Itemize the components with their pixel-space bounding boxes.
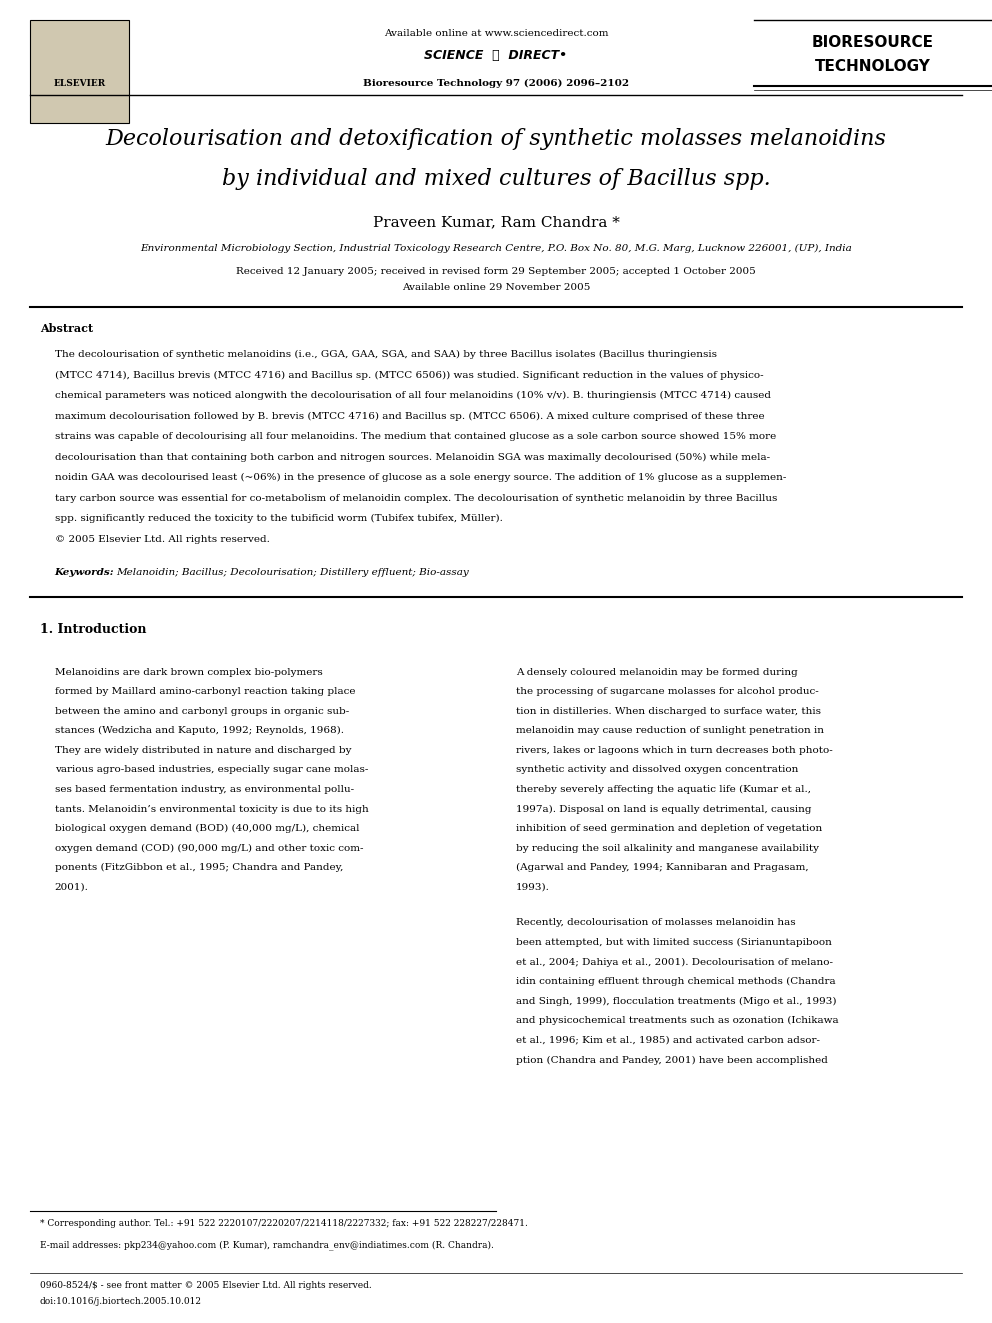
- Text: TECHNOLOGY: TECHNOLOGY: [815, 58, 930, 74]
- Text: doi:10.1016/j.biortech.2005.10.012: doi:10.1016/j.biortech.2005.10.012: [40, 1298, 201, 1306]
- Text: by individual and mixed cultures of Bacillus spp.: by individual and mixed cultures of Baci…: [221, 168, 771, 189]
- Text: noidin GAA was decolourised least (~06%) in the presence of glucose as a sole en: noidin GAA was decolourised least (~06%)…: [55, 474, 786, 482]
- Text: ELSEVIER: ELSEVIER: [54, 79, 105, 87]
- Text: The decolourisation of synthetic melanoidins (i.e., GGA, GAA, SGA, and SAA) by t: The decolourisation of synthetic melanoi…: [55, 351, 716, 359]
- Text: ponents (FitzGibbon et al., 1995; Chandra and Pandey,: ponents (FitzGibbon et al., 1995; Chandr…: [55, 864, 343, 872]
- Text: oxygen demand (COD) (90,000 mg/L) and other toxic com-: oxygen demand (COD) (90,000 mg/L) and ot…: [55, 844, 363, 853]
- Text: © 2005 Elsevier Ltd. All rights reserved.: © 2005 Elsevier Ltd. All rights reserved…: [55, 534, 270, 544]
- Text: 1993).: 1993).: [516, 882, 550, 892]
- Text: ption (Chandra and Pandey, 2001) have been accomplished: ption (Chandra and Pandey, 2001) have be…: [516, 1056, 827, 1065]
- Text: and physicochemical treatments such as ozonation (Ichikawa: and physicochemical treatments such as o…: [516, 1016, 838, 1025]
- Text: been attempted, but with limited success (Sirianuntapiboon: been attempted, but with limited success…: [516, 938, 831, 947]
- Text: between the amino and carbonyl groups in organic sub-: between the amino and carbonyl groups in…: [55, 706, 349, 716]
- Text: stances (Wedzicha and Kaputo, 1992; Reynolds, 1968).: stances (Wedzicha and Kaputo, 1992; Reyn…: [55, 726, 343, 736]
- Text: (MTCC 4714), Bacillus brevis (MTCC 4716) and Bacillus sp. (MTCC 6506)) was studi: (MTCC 4714), Bacillus brevis (MTCC 4716)…: [55, 370, 763, 380]
- Text: (Agarwal and Pandey, 1994; Kannibaran and Pragasam,: (Agarwal and Pandey, 1994; Kannibaran an…: [516, 864, 808, 872]
- Text: They are widely distributed in nature and discharged by: They are widely distributed in nature an…: [55, 746, 351, 755]
- Text: Abstract: Abstract: [40, 323, 93, 333]
- Text: SCIENCE  ⓐ  DIRECT•: SCIENCE ⓐ DIRECT•: [425, 49, 567, 62]
- Text: * Corresponding author. Tel.: +91 522 2220107/2220207/2214118/2227332; fax: +91 : * Corresponding author. Tel.: +91 522 22…: [40, 1220, 528, 1228]
- Text: Melanoidins are dark brown complex bio-polymers: Melanoidins are dark brown complex bio-p…: [55, 668, 322, 676]
- Text: the processing of sugarcane molasses for alcohol produc-: the processing of sugarcane molasses for…: [516, 687, 818, 696]
- Text: 2001).: 2001).: [55, 882, 88, 892]
- Text: spp. significantly reduced the toxicity to the tubificid worm (Tubifex tubifex, : spp. significantly reduced the toxicity …: [55, 515, 502, 523]
- Text: strains was capable of decolourising all four melanoidins. The medium that conta: strains was capable of decolourising all…: [55, 433, 776, 441]
- Text: melanoidin may cause reduction of sunlight penetration in: melanoidin may cause reduction of sunlig…: [516, 726, 823, 736]
- Text: Environmental Microbiology Section, Industrial Toxicology Research Centre, P.O. : Environmental Microbiology Section, Indu…: [140, 245, 852, 253]
- Text: BIORESOURCE: BIORESOURCE: [812, 34, 933, 50]
- Text: decolourisation than that containing both carbon and nitrogen sources. Melanoidi: decolourisation than that containing bot…: [55, 452, 770, 462]
- Text: A densely coloured melanoidin may be formed during: A densely coloured melanoidin may be for…: [516, 668, 798, 676]
- Text: Praveen Kumar, Ram Chandra *: Praveen Kumar, Ram Chandra *: [373, 216, 619, 229]
- Text: various agro-based industries, especially sugar cane molas-: various agro-based industries, especiall…: [55, 766, 368, 774]
- Text: thereby severely affecting the aquatic life (Kumar et al.,: thereby severely affecting the aquatic l…: [516, 785, 810, 794]
- Text: maximum decolourisation followed by B. brevis (MTCC 4716) and Bacillus sp. (MTCC: maximum decolourisation followed by B. b…: [55, 411, 764, 421]
- Text: 0960-8524/$ - see front matter © 2005 Elsevier Ltd. All rights reserved.: 0960-8524/$ - see front matter © 2005 El…: [40, 1282, 371, 1290]
- Text: Decolourisation and detoxification of synthetic molasses melanoidins: Decolourisation and detoxification of sy…: [105, 128, 887, 149]
- Text: by reducing the soil alkalinity and manganese availability: by reducing the soil alkalinity and mang…: [516, 844, 818, 853]
- Text: biological oxygen demand (BOD) (40,000 mg/L), chemical: biological oxygen demand (BOD) (40,000 m…: [55, 824, 359, 833]
- Text: formed by Maillard amino-carbonyl reaction taking place: formed by Maillard amino-carbonyl reacti…: [55, 687, 355, 696]
- Text: et al., 1996; Kim et al., 1985) and activated carbon adsor-: et al., 1996; Kim et al., 1985) and acti…: [516, 1036, 819, 1045]
- Text: 1997a). Disposal on land is equally detrimental, causing: 1997a). Disposal on land is equally detr…: [516, 804, 811, 814]
- Text: synthetic activity and dissolved oxygen concentration: synthetic activity and dissolved oxygen …: [516, 766, 799, 774]
- Text: Available online at www.sciencedirect.com: Available online at www.sciencedirect.co…: [384, 29, 608, 37]
- Text: et al., 2004; Dahiya et al., 2001). Decolourisation of melano-: et al., 2004; Dahiya et al., 2001). Deco…: [516, 958, 833, 967]
- Text: Melanoidin; Bacillus; Decolourisation; Distillery effluent; Bio-assay: Melanoidin; Bacillus; Decolourisation; D…: [116, 569, 469, 577]
- Text: Keywords:: Keywords:: [55, 569, 118, 577]
- Text: and Singh, 1999), flocculation treatments (Migo et al., 1993): and Singh, 1999), flocculation treatment…: [516, 996, 836, 1005]
- Text: 1. Introduction: 1. Introduction: [40, 623, 146, 636]
- Text: Received 12 January 2005; received in revised form 29 September 2005; accepted 1: Received 12 January 2005; received in re…: [236, 267, 756, 275]
- FancyBboxPatch shape: [30, 20, 129, 123]
- Text: Recently, decolourisation of molasses melanoidin has: Recently, decolourisation of molasses me…: [516, 918, 796, 927]
- Text: Bioresource Technology 97 (2006) 2096–2102: Bioresource Technology 97 (2006) 2096–21…: [363, 79, 629, 87]
- Text: tary carbon source was essential for co-metabolism of melanoidin complex. The de: tary carbon source was essential for co-…: [55, 493, 777, 503]
- Text: tion in distilleries. When discharged to surface water, this: tion in distilleries. When discharged to…: [516, 706, 820, 716]
- Text: ses based fermentation industry, as environmental pollu-: ses based fermentation industry, as envi…: [55, 785, 354, 794]
- Text: chemical parameters was noticed alongwith the decolourisation of all four melano: chemical parameters was noticed alongwit…: [55, 392, 771, 400]
- Text: Available online 29 November 2005: Available online 29 November 2005: [402, 283, 590, 291]
- Text: inhibition of seed germination and depletion of vegetation: inhibition of seed germination and deple…: [516, 824, 822, 833]
- Text: E-mail addresses: pkp234@yahoo.com (P. Kumar), ramchandra_env@indiatimes.com (R.: E-mail addresses: pkp234@yahoo.com (P. K…: [40, 1240, 494, 1250]
- Text: idin containing effluent through chemical methods (Chandra: idin containing effluent through chemica…: [516, 978, 835, 986]
- Text: rivers, lakes or lagoons which in turn decreases both photo-: rivers, lakes or lagoons which in turn d…: [516, 746, 832, 755]
- Text: tants. Melanoidin’s environmental toxicity is due to its high: tants. Melanoidin’s environmental toxici…: [55, 804, 368, 814]
